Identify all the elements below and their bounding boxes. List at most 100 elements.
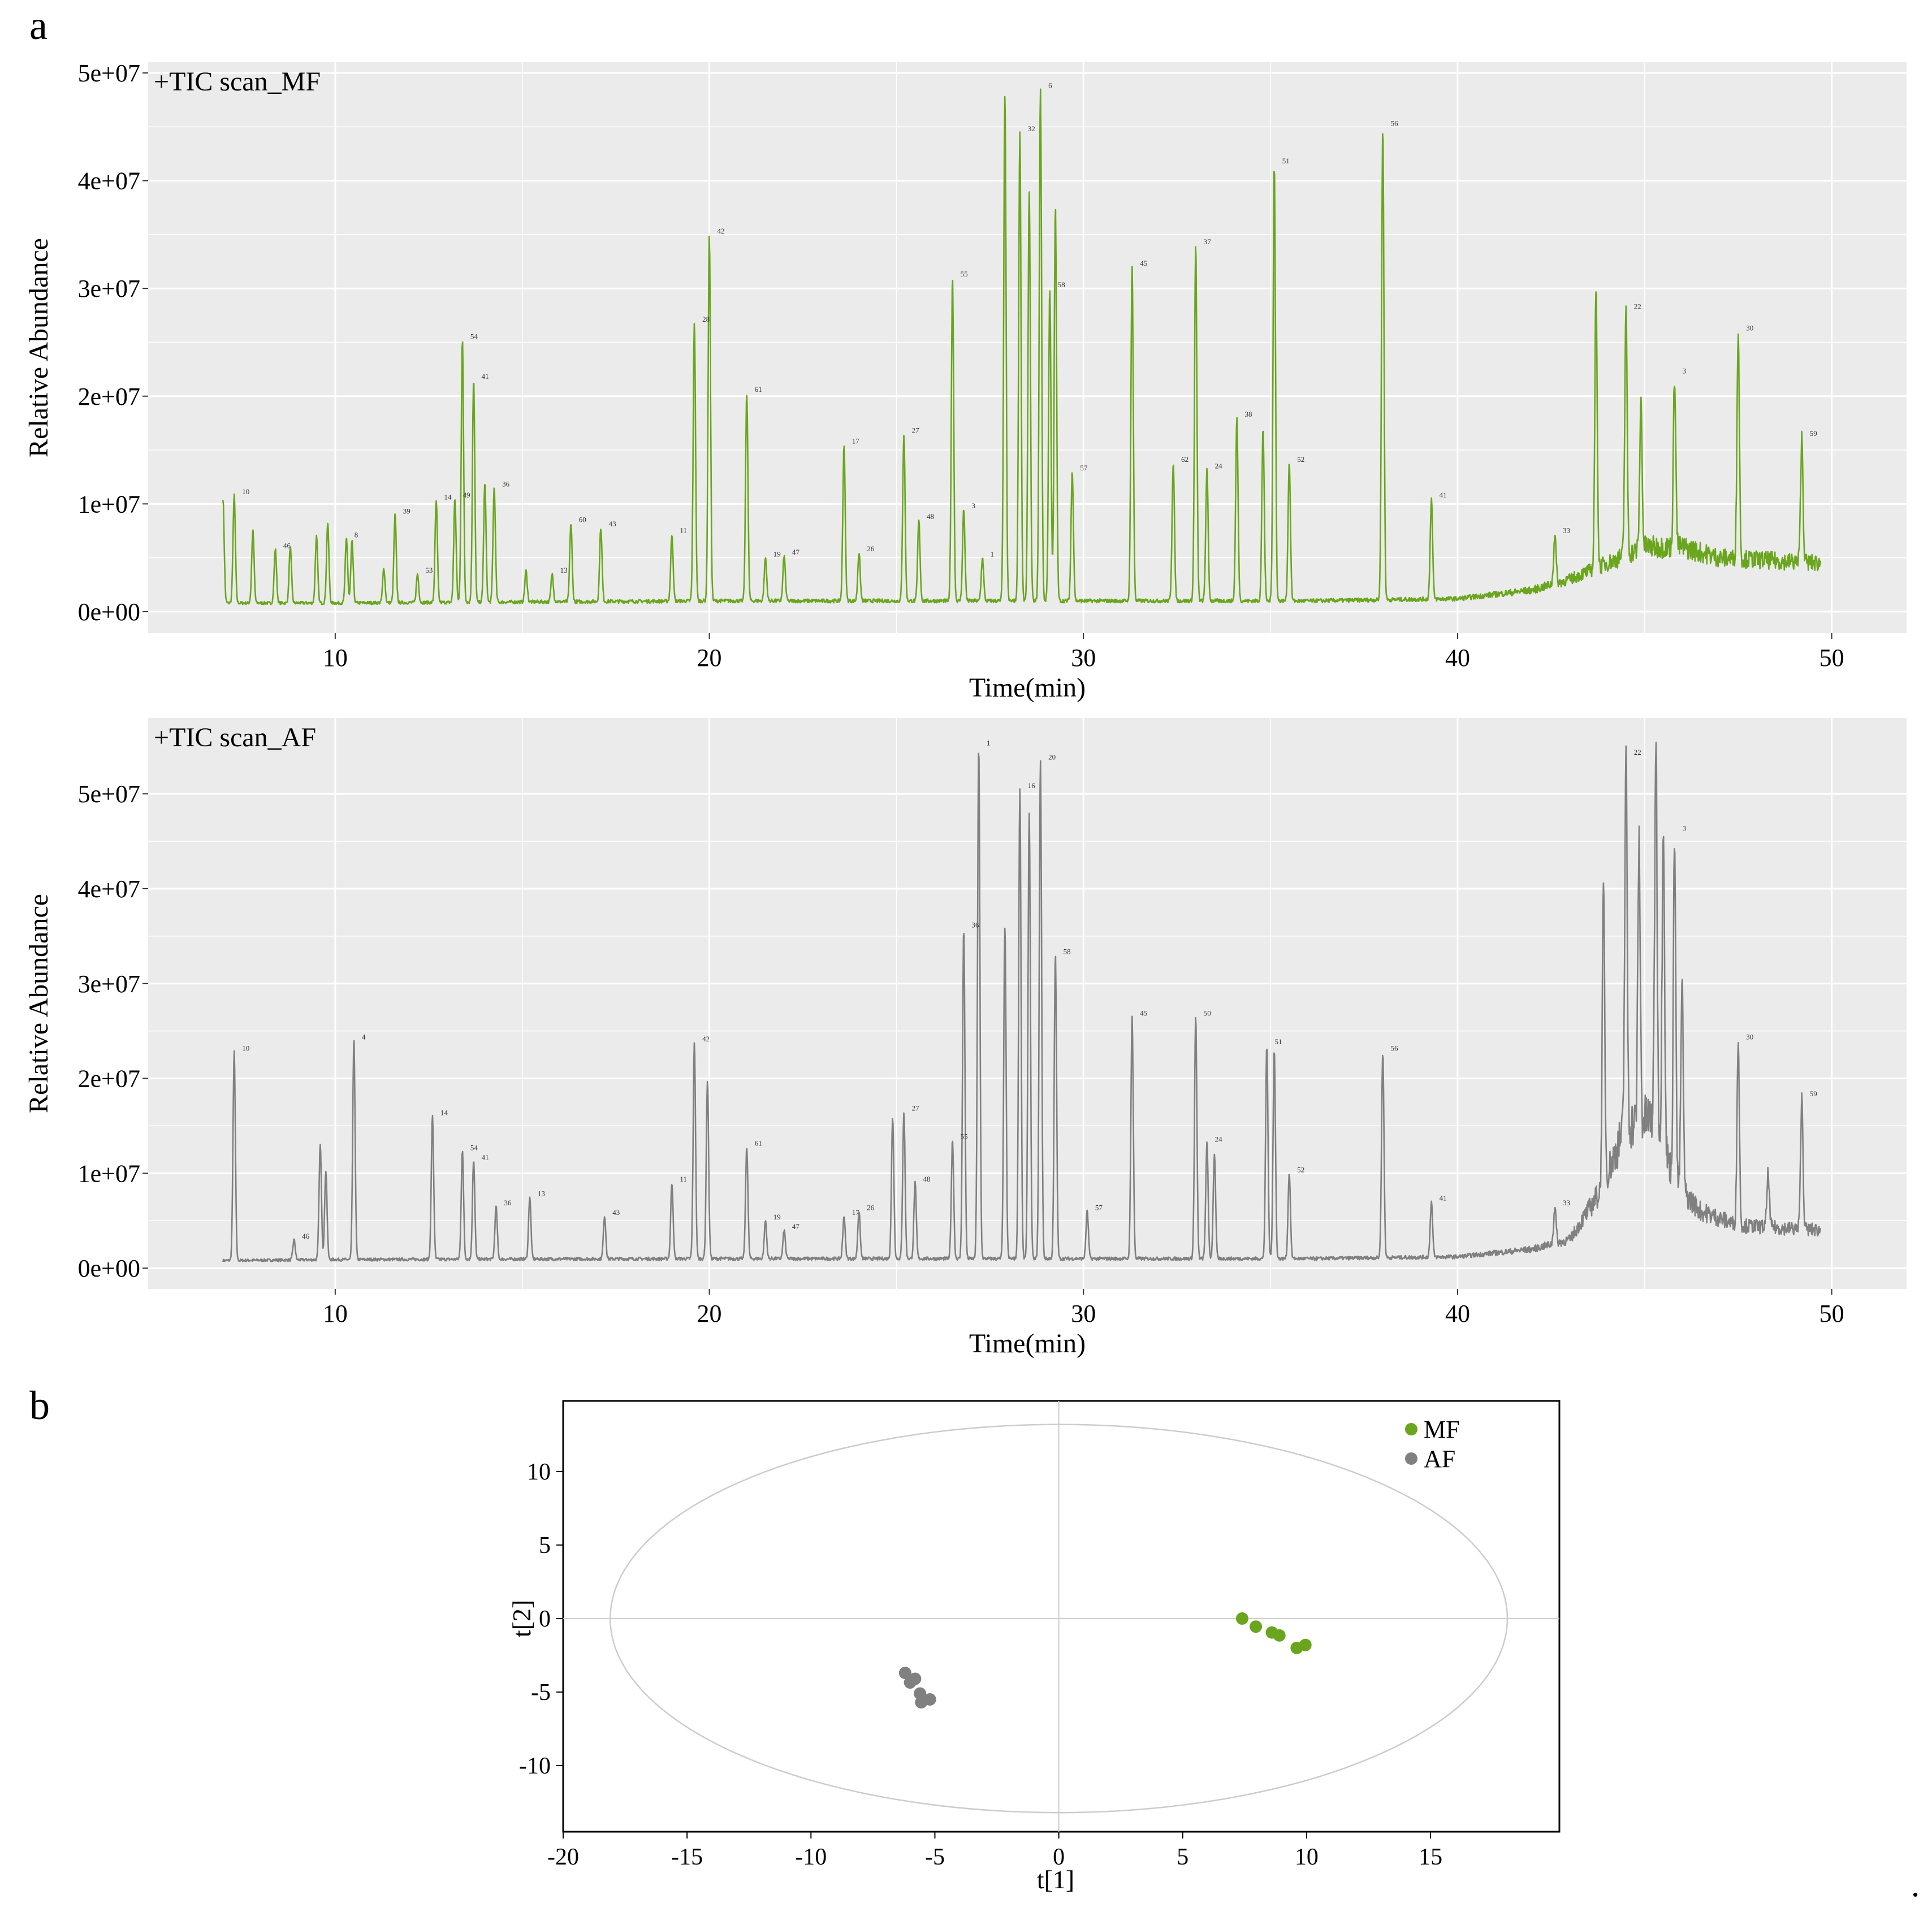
peak-label: 3 bbox=[972, 501, 976, 510]
peak-label: 36 bbox=[972, 920, 980, 929]
peak-label: 22 bbox=[1634, 748, 1641, 756]
peak-label: 28 bbox=[702, 315, 710, 323]
y-tick-label: 5e+07 bbox=[78, 59, 140, 87]
peak-label: 11 bbox=[680, 526, 687, 535]
peak-label: 10 bbox=[242, 487, 249, 496]
peak-label: 53 bbox=[425, 566, 433, 574]
peak-label: 47 bbox=[792, 548, 800, 556]
score-point-mf bbox=[1235, 1612, 1248, 1625]
x-tick-label: 10 bbox=[1295, 1844, 1319, 1870]
peak-label: 60 bbox=[579, 516, 586, 524]
peak-label: 45 bbox=[1140, 259, 1147, 267]
peak-label: 61 bbox=[755, 1139, 762, 1147]
peak-label: 58 bbox=[1064, 947, 1071, 955]
peak-label: 13 bbox=[560, 566, 568, 574]
x-tick-label: 20 bbox=[697, 644, 722, 672]
peak-label: 47 bbox=[792, 1222, 800, 1231]
tic-chart-af: 10 20 30 40 50 0e+00 1e+07 2e+07 3e+07 4e+07 5e+07… bbox=[24, 718, 1907, 1359]
peak-label: 54 bbox=[470, 1144, 478, 1152]
x-tick-label: 40 bbox=[1445, 644, 1470, 672]
peak-label: 57 bbox=[1095, 1203, 1103, 1212]
peak-label: 26 bbox=[867, 544, 875, 553]
peak-label: 46 bbox=[283, 541, 291, 550]
peak-label: 51 bbox=[1274, 1037, 1282, 1046]
peak-label: 20 bbox=[1048, 752, 1056, 761]
peak-label: 42 bbox=[718, 227, 725, 235]
legend-label-af: AF bbox=[1424, 1445, 1455, 1473]
peak-label: 14 bbox=[440, 1109, 448, 1117]
legend-marker-mf bbox=[1405, 1423, 1417, 1435]
y-tick-label: 10 bbox=[527, 1459, 551, 1485]
score-point-af bbox=[898, 1667, 911, 1680]
peak-label: 45 bbox=[1140, 1009, 1147, 1017]
peak-label: 19 bbox=[773, 550, 781, 559]
peak-label: 17 bbox=[852, 437, 860, 445]
y-tick-label: -10 bbox=[519, 1753, 551, 1779]
peak-label: 11 bbox=[680, 1175, 687, 1183]
peak-label: 13 bbox=[538, 1189, 545, 1197]
peak-label: 36 bbox=[502, 480, 510, 488]
score-point-mf bbox=[1273, 1629, 1286, 1642]
peak-label: 17 bbox=[852, 1208, 860, 1217]
y-tick-label: 1e+07 bbox=[78, 490, 140, 518]
tic-trace-line bbox=[222, 741, 1822, 1262]
x-axis-label: Time(min) bbox=[969, 1329, 1086, 1359]
y-tick-label: 2e+07 bbox=[78, 383, 140, 410]
x-tick-label: -10 bbox=[795, 1844, 827, 1870]
x-tick-label: 10 bbox=[323, 644, 348, 672]
y-tick-label: 5 bbox=[539, 1533, 551, 1559]
peak-label: 32 bbox=[1028, 124, 1035, 133]
y-axis-label: Relative Abundance bbox=[24, 894, 54, 1113]
peak-label: 30 bbox=[1746, 323, 1753, 332]
peak-label: 43 bbox=[612, 1208, 620, 1217]
peak-label: 56 bbox=[1391, 1044, 1399, 1053]
peak-label: 37 bbox=[1204, 237, 1212, 246]
y-tick-label: 2e+07 bbox=[78, 1065, 140, 1093]
peak-label: 43 bbox=[609, 520, 616, 528]
hotelling-t2-ellipse bbox=[610, 1424, 1509, 1814]
y-tick-label: 0e+00 bbox=[78, 598, 140, 626]
x-tick-label: -15 bbox=[671, 1844, 703, 1870]
peak-label: 8 bbox=[355, 530, 358, 539]
peak-label: 24 bbox=[1215, 1135, 1223, 1144]
x-tick-label: 40 bbox=[1445, 1300, 1470, 1327]
peak-label: 6 bbox=[1048, 81, 1052, 90]
score-point-af bbox=[909, 1672, 922, 1685]
x-tick-label: 15 bbox=[1419, 1844, 1442, 1870]
peak-label: 41 bbox=[482, 1153, 489, 1162]
peak-label: 61 bbox=[755, 385, 762, 393]
score-point-af bbox=[923, 1693, 936, 1706]
score-point-mf bbox=[1250, 1620, 1263, 1633]
peak-label: 36 bbox=[504, 1199, 512, 1207]
y-tick-label: 0 bbox=[539, 1606, 551, 1632]
peak-label: 57 bbox=[1080, 464, 1088, 472]
peak-label: 3 bbox=[1683, 367, 1687, 375]
panel-b-label: b bbox=[29, 1383, 50, 1428]
y-tick-label: -5 bbox=[531, 1680, 551, 1706]
peak-label: 52 bbox=[1297, 1165, 1304, 1174]
peak-label: 56 bbox=[1391, 119, 1399, 127]
peak-label: 62 bbox=[1181, 455, 1188, 464]
legend-marker-af bbox=[1405, 1452, 1417, 1465]
peak-label: 58 bbox=[1058, 280, 1065, 289]
peak-label: 51 bbox=[1282, 157, 1290, 165]
peak-label: 50 bbox=[1204, 1009, 1211, 1017]
chart-title: +TIC scan_AF bbox=[154, 723, 316, 752]
y-tick-label: 4e+07 bbox=[78, 167, 140, 195]
pca-plot-frame bbox=[562, 1400, 1561, 1833]
peak-label: 14 bbox=[444, 493, 452, 501]
peak-label: 41 bbox=[482, 372, 489, 380]
peak-label: 38 bbox=[1245, 410, 1252, 418]
chart-title: +TIC scan_MF bbox=[154, 67, 321, 97]
peak-label: 49 bbox=[463, 491, 470, 499]
peak-label: 41 bbox=[1440, 1194, 1447, 1202]
peak-label: 22 bbox=[1634, 302, 1641, 310]
peak-label: 4 bbox=[362, 1032, 366, 1041]
x-tick-label: 30 bbox=[1071, 1300, 1096, 1327]
peak-label: 33 bbox=[1563, 1199, 1570, 1207]
peak-label: 26 bbox=[867, 1203, 875, 1212]
peak-label: 1 bbox=[991, 550, 995, 559]
y-axis-label: Relative Abundance bbox=[24, 238, 54, 457]
